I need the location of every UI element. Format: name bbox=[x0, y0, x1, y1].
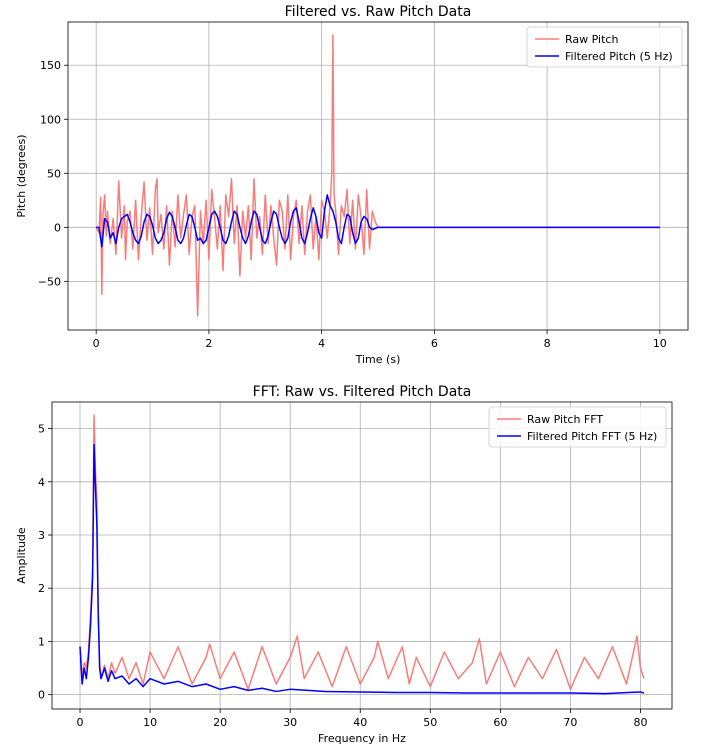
chart-2-x-tick-label: 70 bbox=[563, 716, 577, 729]
chart-2-x-tick-label: 0 bbox=[77, 716, 84, 729]
chart-2-x-tick-label: 40 bbox=[353, 716, 367, 729]
chart-2-x-tick-label: 80 bbox=[633, 716, 647, 729]
chart-1-y-tick-label: 150 bbox=[40, 59, 61, 72]
chart-2-x-axis-label: Frequency in Hz bbox=[318, 732, 406, 745]
chart-2-series-raw-pitch-fft bbox=[79, 414, 645, 691]
chart-1-y-tick-label: 100 bbox=[40, 113, 61, 126]
chart-2-y-tick-label: 4 bbox=[38, 476, 45, 489]
chart-1-title: Filtered vs. Raw Pitch Data bbox=[285, 4, 472, 20]
chart-1-y-axis-label: Pitch (degrees) bbox=[15, 134, 28, 217]
chart-1-series-raw-pitch bbox=[95, 34, 660, 317]
chart-1-y-tick-label: 50 bbox=[47, 167, 61, 180]
chart-2-x-tick-label: 30 bbox=[283, 716, 297, 729]
chart-2-y-tick-label: 2 bbox=[38, 582, 45, 595]
chart-2-y-tick-label: 3 bbox=[38, 529, 45, 542]
chart-1-legend-label-raw-pitch: Raw Pitch bbox=[565, 33, 618, 46]
chart-2-legend-label-filtered-pitch-fft-5-hz: Filtered Pitch FFT (5 Hz) bbox=[527, 430, 657, 443]
chart-1-x-tick-label: 2 bbox=[205, 337, 212, 350]
chart-1-legend-box bbox=[526, 26, 683, 68]
chart-2-axes-frame bbox=[51, 401, 673, 710]
chart-2-y-axis-label: Amplitude bbox=[15, 527, 28, 584]
chart-1-legend-label-filtered-pitch-5-hz: Filtered Pitch (5 Hz) bbox=[565, 50, 673, 63]
chart-2-y-tick-label: 1 bbox=[38, 635, 45, 648]
chart-1-y-tick-label: 0 bbox=[54, 221, 61, 234]
chart-2-x-tick-label: 50 bbox=[423, 716, 437, 729]
chart-1: 0 2 4 6 8 10 −50 0 50 100 150 Filtered vs. Raw Pitc… bbox=[15, 4, 689, 366]
chart-1-axes-frame bbox=[67, 21, 689, 331]
chart-2-title: FFT: Raw vs. Filtered Pitch Data bbox=[253, 384, 472, 400]
chart-1-x-tick-label: 4 bbox=[318, 337, 325, 350]
chart-1-x-tick-label: 0 bbox=[93, 337, 100, 350]
chart-2-x-tick-label: 10 bbox=[143, 716, 157, 729]
chart-2-series-filtered-pitch-fft-5-hz bbox=[79, 443, 645, 695]
chart-2-legend: Raw Pitch FFT Filtered Pitch FFT (5 Hz) bbox=[488, 406, 667, 448]
chart-1-y-tick-label: −50 bbox=[38, 275, 61, 288]
chart-2-x-tick-label: 60 bbox=[493, 716, 507, 729]
chart-2-legend-label-raw-pitch-fft: Raw Pitch FFT bbox=[527, 413, 603, 426]
chart-1-series-filtered-pitch-5-hz bbox=[96, 194, 660, 248]
chart-1-x-tick-label: 6 bbox=[431, 337, 438, 350]
chart-1-x-tick-label: 8 bbox=[544, 337, 551, 350]
chart-1-x-tick-label: 10 bbox=[653, 337, 667, 350]
chart-2-y-tick-label: 0 bbox=[38, 689, 45, 702]
chart-2-y-tick-label: 5 bbox=[38, 423, 45, 436]
chart-1-x-axis-label: Time (s) bbox=[355, 353, 401, 366]
chart-2: 0 10 20 30 40 50 60 70 80 0 1 2 3 4 5 FFT: Raw vs. Filt… bbox=[15, 384, 673, 745]
chart-2-x-tick-label: 20 bbox=[213, 716, 227, 729]
chart-1-legend: Raw Pitch Filtered Pitch (5 Hz) bbox=[526, 26, 683, 68]
chart-2-legend-box bbox=[488, 406, 667, 448]
